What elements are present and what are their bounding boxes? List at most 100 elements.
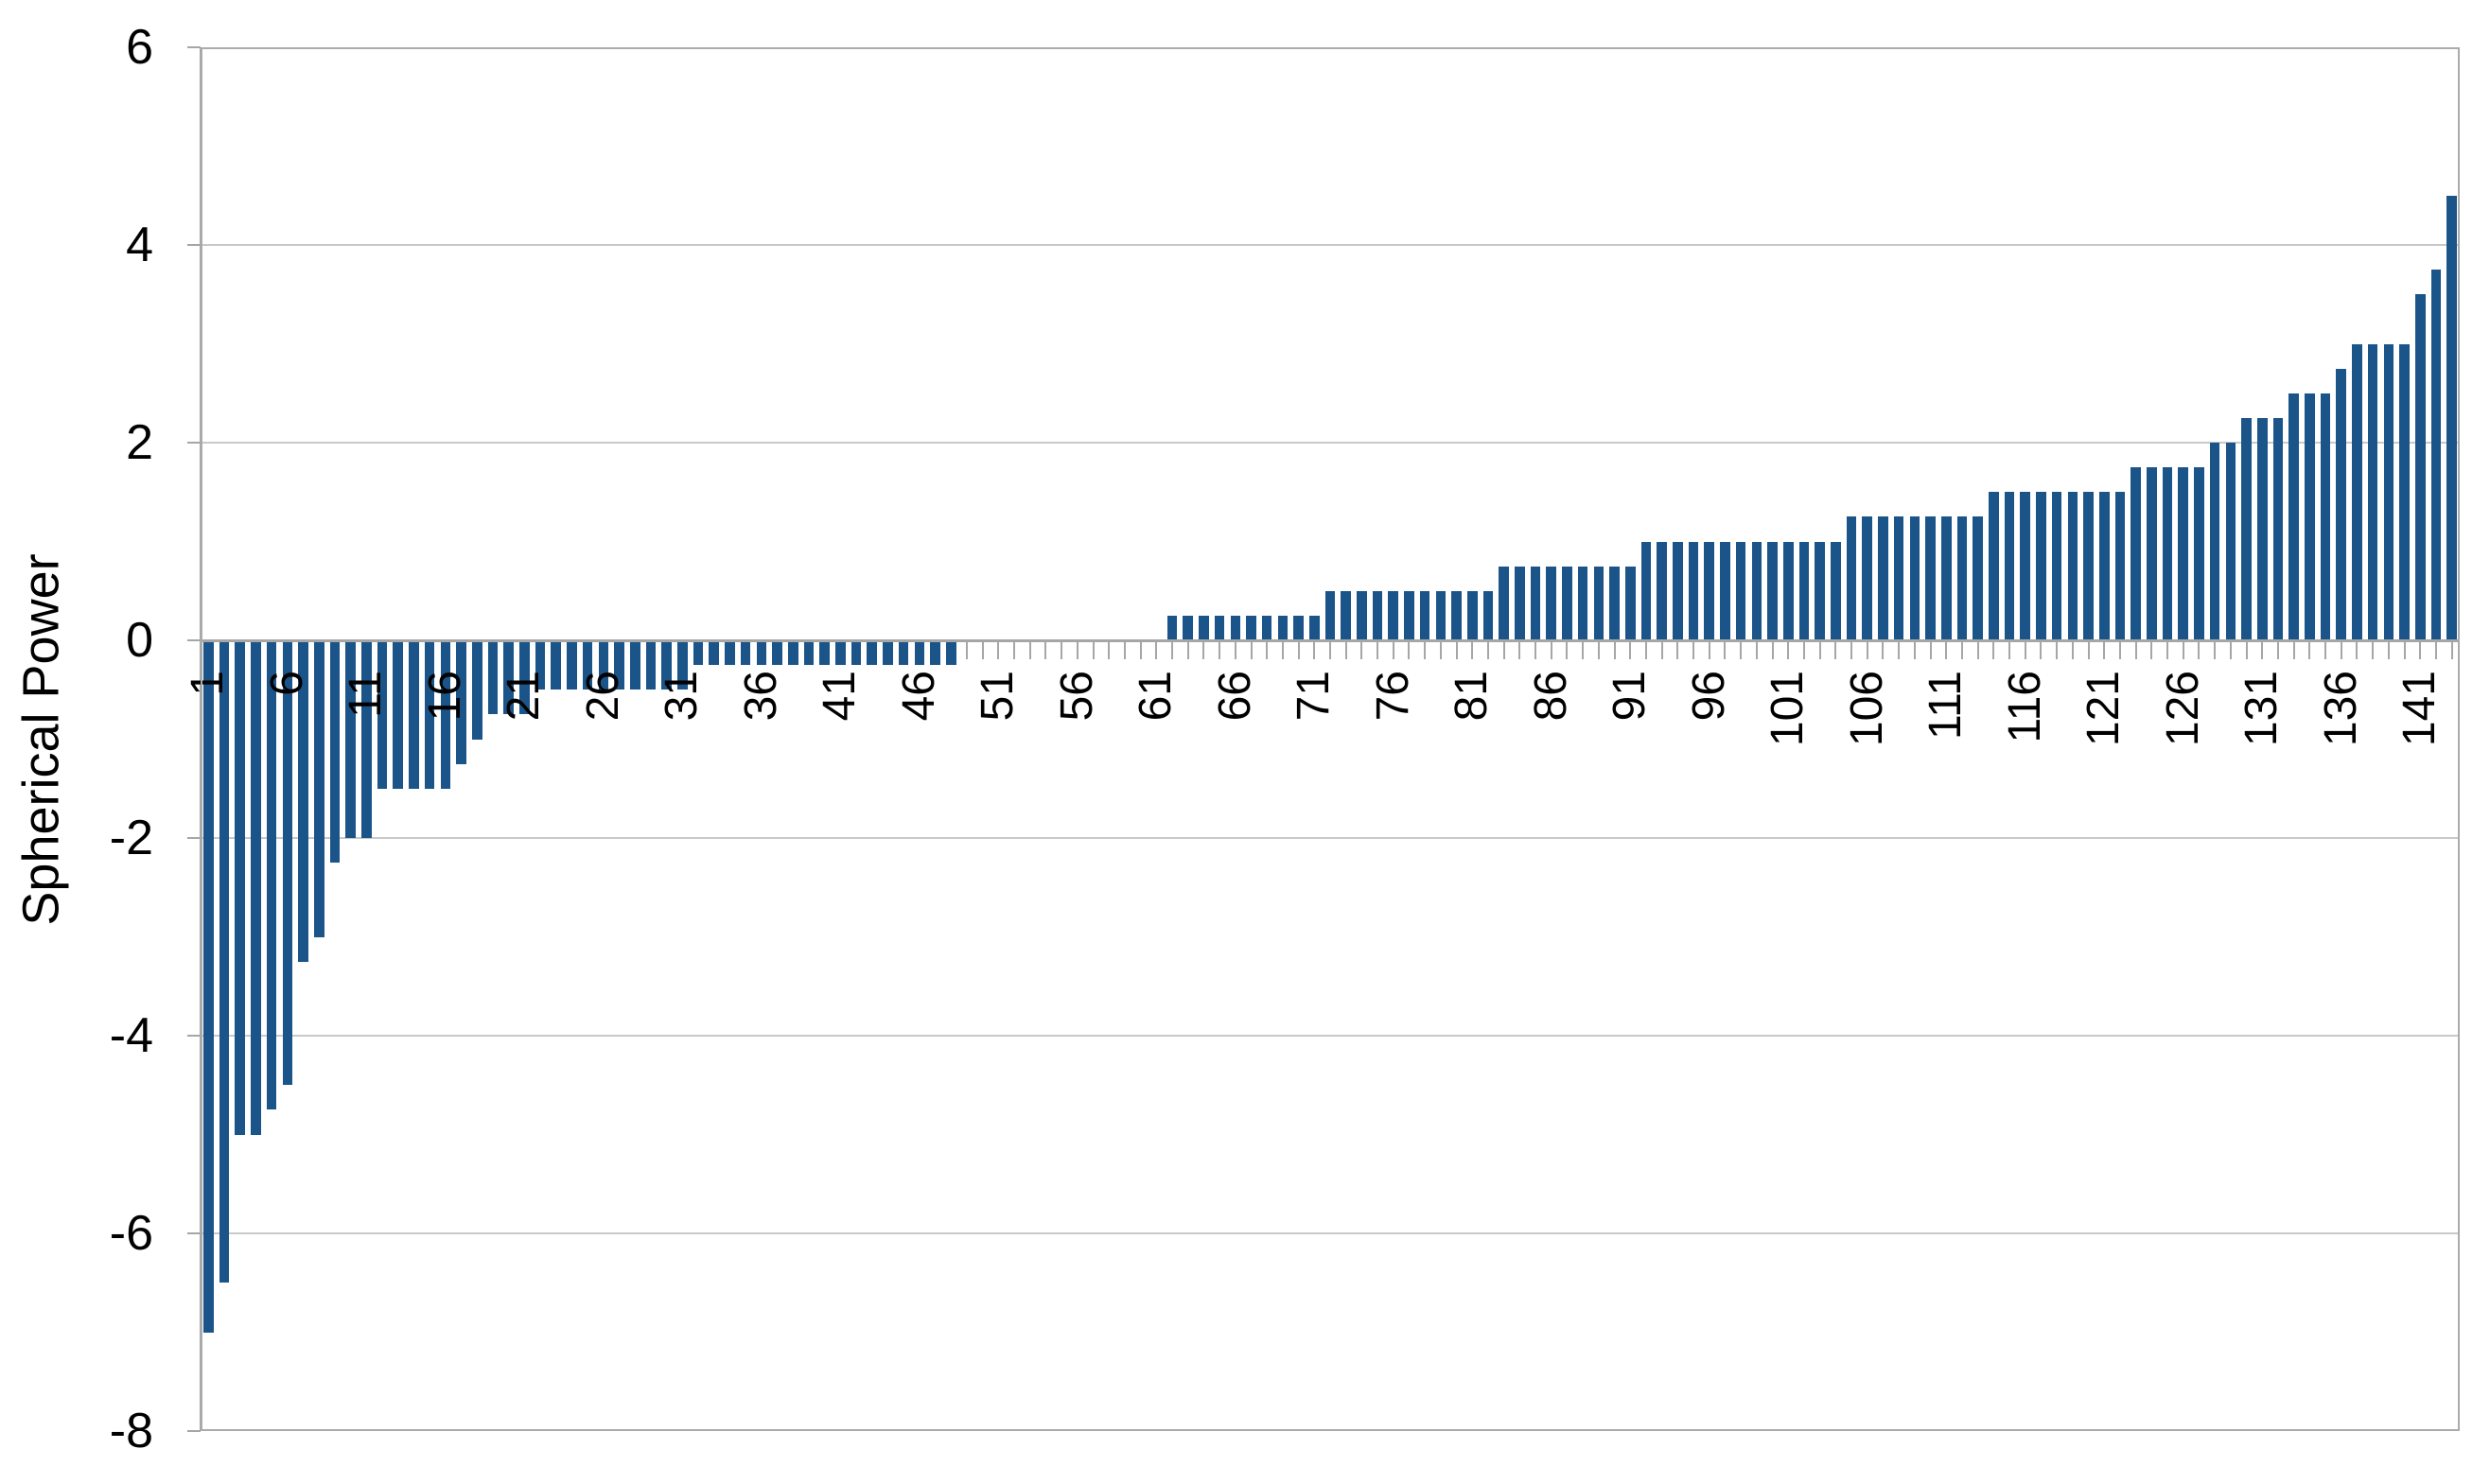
category-tick: [1850, 640, 1853, 659]
x-axis-label-text: 101: [1762, 671, 1814, 747]
category-tick: [2229, 640, 2232, 659]
bar: [393, 640, 404, 789]
bar: [471, 640, 482, 740]
bar: [2256, 417, 2268, 640]
category-tick: [1913, 640, 1916, 659]
bar: [1530, 566, 1541, 640]
category-tick: [1377, 640, 1379, 659]
bar: [1388, 590, 1399, 640]
category-tick: [1976, 640, 1979, 659]
bar: [1372, 590, 1383, 640]
bar: [1451, 590, 1462, 640]
bar: [235, 640, 246, 1135]
y-gridline: [201, 837, 2460, 839]
bar: [1562, 566, 1572, 640]
bar: [298, 640, 308, 962]
category-tick: [1834, 640, 1837, 659]
category-tick: [1692, 640, 1695, 659]
category-tick: [1945, 640, 1948, 659]
category-tick: [1708, 640, 1710, 659]
bar: [1956, 516, 1968, 640]
y-gridline: [201, 244, 2460, 246]
category-tick: [1108, 640, 1111, 659]
bar: [2083, 492, 2094, 640]
category-tick: [1139, 640, 1142, 659]
category-tick: [1186, 640, 1189, 659]
category-tick: [2450, 640, 2453, 659]
category-tick: [1061, 640, 1063, 659]
category-tick: [2024, 640, 2026, 659]
category-tick: [1408, 640, 1411, 659]
bar: [629, 640, 640, 690]
bar: [945, 640, 956, 666]
bar: [1973, 516, 1983, 640]
bar: [756, 640, 767, 666]
category-tick: [1076, 640, 1078, 659]
bar: [614, 640, 624, 690]
bar: [1862, 516, 1873, 640]
bar: [2209, 443, 2220, 640]
category-tick: [1518, 640, 1521, 659]
x-axis-label-text: 106: [1841, 671, 1892, 747]
category-tick: [1486, 640, 1489, 659]
category-tick: [1028, 640, 1031, 659]
bar: [1341, 590, 1351, 640]
category-tick: [1724, 640, 1727, 659]
bar: [2178, 467, 2189, 640]
category-tick: [2087, 640, 2090, 659]
bar: [1230, 615, 1241, 640]
bar: [1782, 541, 1794, 640]
bar: [1277, 615, 1289, 640]
x-axis-label-text: 1: [183, 671, 234, 696]
y-axis-title-text: Spherical Power: [13, 552, 70, 926]
y-axis-tick: [187, 442, 201, 444]
category-tick: [1960, 640, 1963, 659]
category-tick: [1219, 640, 1221, 659]
y-axis-tick: [187, 46, 201, 48]
x-axis-label-text: 131: [2236, 671, 2288, 747]
category-tick: [2292, 640, 2295, 659]
bar: [2114, 492, 2126, 640]
x-axis-label-text: 91: [1604, 671, 1656, 722]
bar: [1309, 615, 1320, 640]
bar: [1482, 590, 1494, 640]
bar: [345, 640, 356, 838]
category-tick: [2103, 640, 2106, 659]
x-axis-label-text: 31: [657, 671, 708, 722]
bar: [424, 640, 435, 789]
x-axis-label-text: 51: [973, 671, 1024, 722]
category-tick: [2166, 640, 2169, 659]
bar: [803, 640, 815, 666]
bar: [519, 640, 530, 715]
x-axis-label-text: 66: [1209, 671, 1260, 722]
category-tick: [2182, 640, 2184, 659]
category-tick: [1297, 640, 1300, 659]
x-axis-label-text: 56: [1051, 671, 1102, 722]
bar: [2272, 417, 2284, 640]
x-axis-line: [201, 639, 2460, 642]
category-tick: [1802, 640, 1805, 659]
category-tick: [1424, 640, 1427, 659]
bar: [1546, 566, 1557, 640]
y-axis-tick: [187, 1430, 201, 1432]
bar: [2004, 492, 2015, 640]
category-tick: [1613, 640, 1616, 659]
category-tick: [2214, 640, 2217, 659]
bar: [456, 640, 466, 764]
category-tick: [2261, 640, 2264, 659]
bar: [2194, 467, 2204, 640]
category-tick: [1234, 640, 1236, 659]
bar: [440, 640, 451, 789]
x-axis-label-text: 96: [1683, 671, 1734, 722]
category-tick: [1929, 640, 1932, 659]
bar: [266, 640, 277, 1110]
bar: [2320, 393, 2331, 640]
category-tick: [1392, 640, 1394, 659]
category-tick: [1092, 640, 1095, 659]
bar: [1609, 566, 1620, 640]
category-tick: [2071, 640, 2074, 659]
bar: [503, 640, 514, 715]
bar: [1214, 615, 1225, 640]
x-axis-label-text: 61: [1131, 671, 1182, 722]
y-gridline: [201, 1232, 2460, 1234]
